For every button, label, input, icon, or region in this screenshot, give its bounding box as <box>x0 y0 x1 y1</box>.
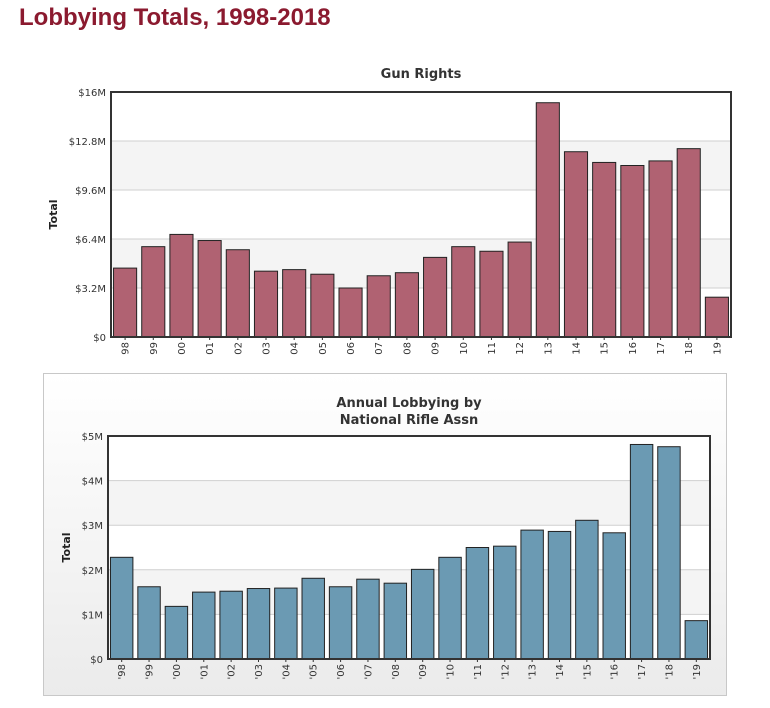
gun-rights-x-tick-label: 19 <box>712 342 723 355</box>
gun-rights-x-tick-label: 16 <box>628 342 639 355</box>
gun-rights-x-tick-label: 05 <box>318 342 329 355</box>
nra-bar <box>602 532 626 660</box>
gun-rights-y-axis-label: Total <box>47 199 60 229</box>
gun-rights-y-tick-label: $12.8M <box>69 137 106 148</box>
nra-x-tick-label: '98 <box>117 664 128 679</box>
nra-title: Annual Lobbying by <box>336 396 482 411</box>
gun-rights-y-tick-label: $3.2M <box>75 284 106 295</box>
gun-rights-x-tick-label: 02 <box>233 342 244 355</box>
nra-grid-band <box>108 480 710 526</box>
nra-x-tick-label: '18 <box>664 664 675 679</box>
nra-x-tick-label: '19 <box>692 664 703 679</box>
nra-x-tick-label: '03 <box>254 664 265 679</box>
gun-rights-x-tick-label: 18 <box>684 342 695 355</box>
nra-bar <box>328 586 353 660</box>
nra-x-tick-label: '13 <box>528 664 539 679</box>
nra-x-tick-label: '14 <box>555 664 566 679</box>
gun-rights-x-tick-label: 01 <box>205 342 216 355</box>
gun-rights-x-tick-label: 09 <box>431 342 442 355</box>
nra-subtitle: National Rifle Assn <box>340 413 479 428</box>
nra-bar <box>684 620 709 660</box>
nra-bar <box>629 443 654 660</box>
nra-y-tick-label: $2M <box>82 566 103 577</box>
nra-y-tick-label: $5M <box>82 432 103 443</box>
gun-rights-x-tick-label: 14 <box>572 342 583 355</box>
page-title: Lobbying Totals, 1998-2018 <box>19 4 331 31</box>
gun-rights-x-tick-label: 06 <box>346 342 357 355</box>
nra-bar <box>164 605 189 660</box>
nra-x-tick-label: '09 <box>418 664 429 679</box>
nra-x-tick-label: '04 <box>281 664 292 679</box>
gun-rights-x-tick-label: 00 <box>177 342 188 355</box>
nra-bar <box>438 556 462 660</box>
nra-bar <box>274 587 298 660</box>
gun-rights-x-tick-label: 12 <box>515 342 526 355</box>
gun-rights-y-tick-label: $9.6M <box>75 186 106 197</box>
nra-y-tick-label: $0 <box>90 655 103 666</box>
gun-rights-plot-frame <box>110 91 732 338</box>
nra-x-tick-label: '06 <box>336 664 347 679</box>
gun-rights-y-tick-label: $16M <box>78 88 106 99</box>
nra-bar <box>383 582 408 660</box>
nra-x-tick-label: '00 <box>172 664 183 679</box>
nra-x-tick-label: '99 <box>145 664 156 679</box>
nra-x-tick-label: '17 <box>637 664 648 679</box>
nra-x-tick-label: '16 <box>610 664 621 679</box>
gun-rights-y-tick-label: $6.4M <box>75 235 106 246</box>
gun-rights-x-tick-label: 07 <box>374 342 385 355</box>
nra-x-tick-label: '10 <box>446 664 457 679</box>
gun-rights-x-tick-label: 13 <box>543 342 554 355</box>
nra-x-tick-label: '15 <box>582 664 593 679</box>
nra-bar <box>575 519 599 660</box>
nra-x-tick-label: '11 <box>473 664 484 679</box>
nra-y-axis-label: Total <box>60 532 73 562</box>
nra-y-tick-label: $4M <box>82 477 103 488</box>
gun-rights-x-tick-label: 17 <box>656 342 667 355</box>
nra-x-tick-label: '08 <box>391 664 402 679</box>
gun-rights-x-tick-label: 99 <box>149 342 160 355</box>
gun-rights-x-tick-label: 11 <box>487 342 498 355</box>
gun-rights-x-tick-label: 04 <box>290 342 301 355</box>
nra-x-tick-label: '02 <box>227 664 238 679</box>
nra-bar <box>547 530 572 660</box>
nra-bar <box>192 591 216 660</box>
gun-rights-chart: Gun Rights $0 $3.2M $6.4M $9.6M $12.8M $16M Tot… <box>47 67 732 355</box>
nra-bar <box>109 556 134 660</box>
nra-x-tick-label: '07 <box>363 664 374 679</box>
gun-rights-title: Gun Rights <box>381 67 462 82</box>
nra-bar <box>137 586 161 660</box>
gun-rights-x-tick-label: 10 <box>459 342 470 355</box>
nra-bar <box>465 547 490 660</box>
nra-y-tick-label: $1M <box>82 610 103 621</box>
nra-bar <box>410 568 435 660</box>
nra-bar <box>493 545 517 660</box>
nra-bar <box>657 446 681 660</box>
nra-x-tick-label: '05 <box>309 664 320 679</box>
nra-bar <box>301 577 325 660</box>
nra-bar <box>219 590 243 660</box>
gun-rights-x-tick-label: 03 <box>262 342 273 355</box>
gun-rights-x-tick-label: 08 <box>402 342 413 355</box>
nra-x-tick-label: '01 <box>199 664 210 679</box>
nra-y-tick-label: $3M <box>82 521 103 532</box>
nra-plot-frame <box>107 435 711 660</box>
nra-bar <box>246 588 271 660</box>
nra-bar <box>356 578 380 660</box>
nra-bar <box>520 529 544 660</box>
nra-x-tick-label: '12 <box>500 664 511 679</box>
gun-rights-y-tick-label: $0 <box>93 333 106 344</box>
gun-rights-x-tick-label: 98 <box>121 342 132 355</box>
gun-rights-x-tick-label: 15 <box>600 342 611 355</box>
